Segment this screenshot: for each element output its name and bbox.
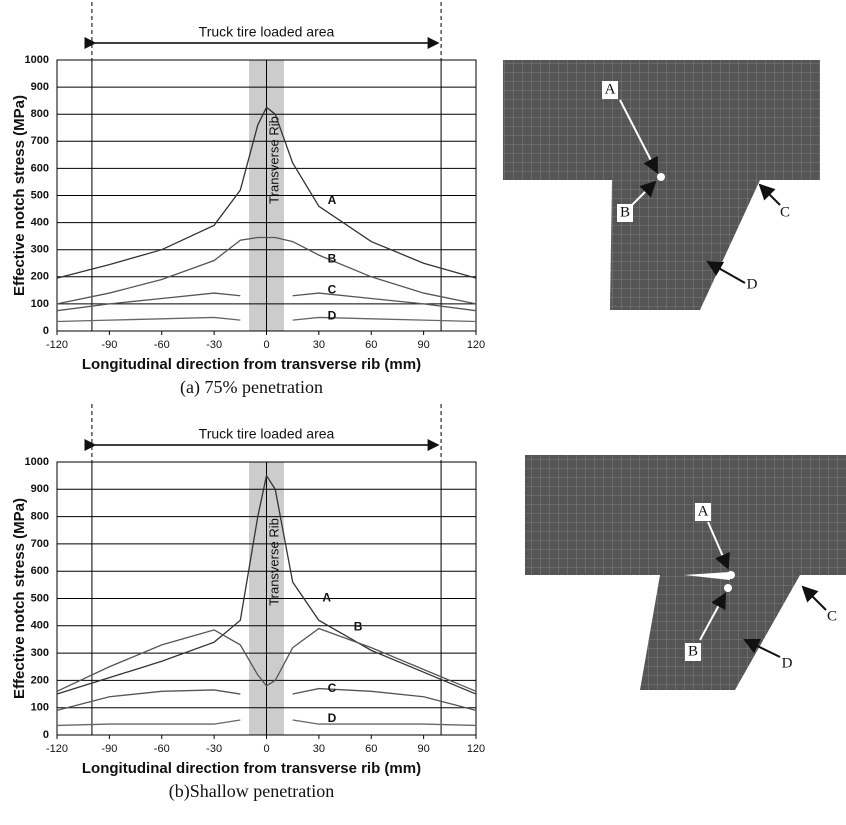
x-tick-label: 60 (365, 339, 377, 351)
x-tick-label: 0 (263, 339, 269, 351)
series-label: C (328, 283, 337, 297)
series-line (293, 317, 476, 321)
y-axis-title: Effective notch stress (MPa) (11, 498, 28, 699)
x-tick-label: -30 (206, 339, 222, 351)
y-tick-label: 100 (31, 298, 49, 310)
mesh-a (503, 60, 820, 310)
x-tick-label: 30 (313, 339, 325, 351)
y-tick-label: 0 (43, 729, 49, 741)
y-tick-label: 400 (31, 217, 49, 229)
series-label: D (328, 308, 337, 322)
y-tick-label: 900 (31, 81, 49, 93)
rib-label: Transverse Rib (267, 116, 282, 204)
mesh-label: A (698, 503, 709, 519)
x-tick-label: -60 (154, 743, 170, 755)
figure: 01002003004005006007008009001000-120-90-… (0, 0, 846, 820)
series-line (293, 720, 476, 725)
annotation: Truck tire loaded area (199, 426, 335, 442)
series-line (57, 293, 240, 311)
y-tick-label: 0 (43, 325, 49, 337)
caption: (b)Shallow penetration (169, 781, 334, 802)
y-tick-label: 500 (31, 189, 49, 201)
series-label: B (354, 619, 363, 633)
y-tick-label: 600 (31, 162, 49, 174)
mesh-label: B (688, 643, 698, 659)
rib-label: Transverse Rib (267, 518, 282, 606)
x-tick-label: -90 (101, 743, 117, 755)
series-line (293, 689, 476, 711)
caption: (a) 75% penetration (180, 377, 323, 398)
chart: 01002003004005006007008009001000-120-90-… (11, 404, 485, 802)
page: 01002003004005006007008009001000-120-90-… (0, 0, 846, 825)
x-tick-label: -60 (154, 339, 170, 351)
y-tick-label: 900 (31, 483, 49, 495)
series-line (57, 720, 240, 725)
y-tick-label: 600 (31, 565, 49, 577)
y-tick-label: 1000 (25, 456, 49, 468)
x-axis-title: Longitudinal direction from transverse r… (82, 760, 421, 777)
mesh-label: D (782, 655, 793, 671)
annotation: Truck tire loaded area (199, 24, 335, 40)
x-tick-label: 60 (365, 743, 377, 755)
x-tick-label: -90 (101, 339, 117, 351)
series-label: A (322, 591, 331, 605)
series-line (57, 317, 240, 321)
x-tick-label: 90 (418, 339, 430, 351)
x-tick-label: -120 (46, 339, 68, 351)
series-label: D (328, 711, 337, 725)
y-tick-label: 200 (31, 674, 49, 686)
y-axis-title: Effective notch stress (MPa) (11, 95, 28, 296)
y-tick-label: 800 (31, 511, 49, 523)
series-line (293, 293, 476, 311)
x-tick-label: 120 (467, 743, 485, 755)
x-tick-label: -120 (46, 743, 68, 755)
y-tick-label: 300 (31, 647, 49, 659)
mesh-label: B (620, 204, 630, 220)
x-tick-label: 90 (418, 743, 430, 755)
series-label: A (328, 193, 337, 207)
y-tick-label: 200 (31, 271, 49, 283)
mesh-label: D (747, 276, 758, 292)
x-tick-label: 120 (467, 339, 485, 351)
series-label: B (328, 251, 337, 265)
x-tick-label: 0 (263, 743, 269, 755)
y-tick-label: 800 (31, 108, 49, 120)
y-tick-label: 300 (31, 244, 49, 256)
x-tick-label: 30 (313, 743, 325, 755)
mesh-label: C (827, 608, 837, 624)
x-tick-label: -30 (206, 743, 222, 755)
y-tick-label: 1000 (25, 54, 49, 66)
series-label: C (328, 681, 337, 695)
y-tick-label: 500 (31, 592, 49, 604)
y-tick-label: 700 (31, 135, 49, 147)
y-tick-label: 400 (31, 620, 49, 632)
mesh-label: A (605, 81, 616, 97)
mesh-label: C (780, 204, 790, 220)
x-axis-title: Longitudinal direction from transverse r… (82, 356, 421, 373)
y-tick-label: 100 (31, 702, 49, 714)
y-tick-label: 700 (31, 538, 49, 550)
chart: 01002003004005006007008009001000-120-90-… (11, 2, 485, 398)
